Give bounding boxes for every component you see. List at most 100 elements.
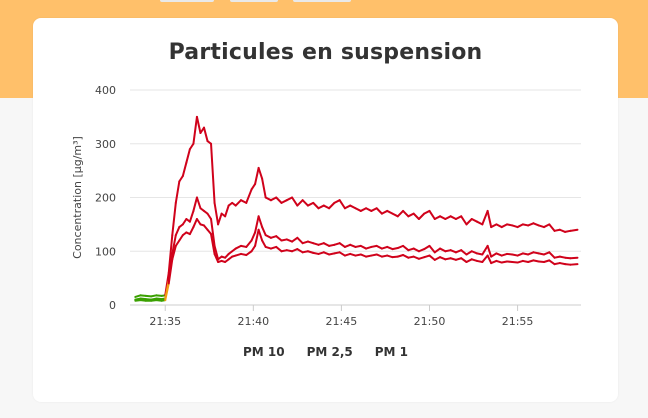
series-segment xyxy=(328,201,336,210)
series-segment xyxy=(486,244,493,258)
series-segment xyxy=(490,252,498,258)
series-segment xyxy=(296,248,304,254)
series-segment xyxy=(548,251,556,259)
series-segment xyxy=(188,142,195,151)
series-segment xyxy=(275,196,283,204)
series-segment xyxy=(254,215,260,234)
series-segment xyxy=(261,239,267,248)
series-segment xyxy=(548,223,556,232)
series-segment xyxy=(296,199,304,207)
series-segment xyxy=(460,215,468,226)
series-segment xyxy=(192,196,198,212)
series-segment xyxy=(312,201,320,210)
series-segment xyxy=(433,247,442,254)
series-segment xyxy=(261,177,267,199)
legend-item-pm10[interactable]: PM 10 xyxy=(242,345,285,359)
series-segment xyxy=(291,196,299,207)
series-segment xyxy=(486,209,493,229)
top-tab[interactable] xyxy=(230,0,278,2)
series-segment xyxy=(396,209,405,218)
series-segment xyxy=(206,212,213,220)
series-line-pm1 xyxy=(134,218,579,302)
series-lines xyxy=(134,115,579,302)
series-segment xyxy=(569,228,579,232)
x-tick-label: 21:50 xyxy=(414,315,446,328)
series-segment xyxy=(465,218,473,226)
top-tab[interactable] xyxy=(293,0,351,2)
series-segment xyxy=(402,244,410,252)
series-segment xyxy=(548,259,556,266)
series-segment xyxy=(301,199,309,207)
series-segment xyxy=(171,244,177,261)
series-segment xyxy=(210,218,216,247)
series-segment xyxy=(486,254,493,265)
x-tick-label: 21:40 xyxy=(237,315,269,328)
series-segment xyxy=(181,218,188,226)
x-tick-label: 21:55 xyxy=(502,315,534,328)
series-segment xyxy=(164,282,170,302)
x-axis-ticks: 21:35 21:40 21:45 21:50 21:55 xyxy=(149,305,533,328)
series-segment xyxy=(250,244,257,253)
series-segment xyxy=(192,115,198,145)
y-tick-label: 400 xyxy=(95,84,116,97)
series-segment xyxy=(402,209,410,218)
series-segment xyxy=(257,215,264,229)
series-segment xyxy=(417,212,426,220)
y-tick-label: 300 xyxy=(95,138,116,151)
series-segment xyxy=(569,263,579,266)
legend-item-pm25[interactable]: PM 2,5 xyxy=(306,345,353,359)
series-segment xyxy=(245,239,253,248)
series-segment xyxy=(167,258,174,285)
series-segment xyxy=(375,207,383,215)
series-segment xyxy=(192,218,198,229)
series-segment xyxy=(250,183,257,191)
series-line-pm10 xyxy=(134,115,579,298)
y-tick-label: 100 xyxy=(95,245,116,258)
series-segment xyxy=(428,244,436,254)
series-segment xyxy=(188,209,195,223)
chart-card: Particules en suspension 0 100 200 300 400 2… xyxy=(33,18,618,402)
series-segment xyxy=(460,257,468,263)
top-tab[interactable] xyxy=(160,0,214,2)
series-segment xyxy=(224,204,230,218)
series-segment xyxy=(178,234,184,242)
y-tick-label: 0 xyxy=(109,299,116,312)
series-segment xyxy=(217,212,223,226)
series-segment xyxy=(338,199,346,210)
series-segment xyxy=(174,180,181,204)
series-segment xyxy=(481,209,489,226)
series-segment xyxy=(234,199,242,207)
series-segment xyxy=(185,148,191,164)
series-segment xyxy=(195,115,202,134)
series-segment xyxy=(213,244,220,261)
series-segment xyxy=(213,252,220,263)
series-segment xyxy=(569,256,579,260)
x-tick-label: 21:35 xyxy=(149,315,181,328)
series-line-pm25 xyxy=(134,196,579,301)
series-segment xyxy=(460,249,468,256)
series-segment xyxy=(257,166,264,180)
x-tick-label: 21:45 xyxy=(326,315,358,328)
chart-title: Particules en suspension xyxy=(168,40,483,65)
series-segment xyxy=(210,142,216,204)
series-segment xyxy=(213,201,220,226)
series-segment xyxy=(291,236,299,243)
y-axis-label: Concentration [µg/m³] xyxy=(71,136,84,259)
series-segment xyxy=(171,234,177,255)
series-segment xyxy=(481,254,489,263)
series-segment xyxy=(275,245,283,253)
series-segment xyxy=(202,126,209,143)
legend-item-pm1[interactable]: PM 1 xyxy=(374,345,409,359)
series-segment xyxy=(245,188,253,204)
series-segment xyxy=(296,236,304,245)
y-tick-label: 200 xyxy=(95,192,116,205)
series-segment xyxy=(465,250,473,256)
series-segment xyxy=(181,161,188,177)
series-segment xyxy=(254,228,260,247)
series-segment xyxy=(188,226,195,236)
series-segment xyxy=(245,250,253,257)
series-segment xyxy=(174,226,181,237)
series-segment xyxy=(210,233,216,255)
series-segment xyxy=(428,209,436,220)
